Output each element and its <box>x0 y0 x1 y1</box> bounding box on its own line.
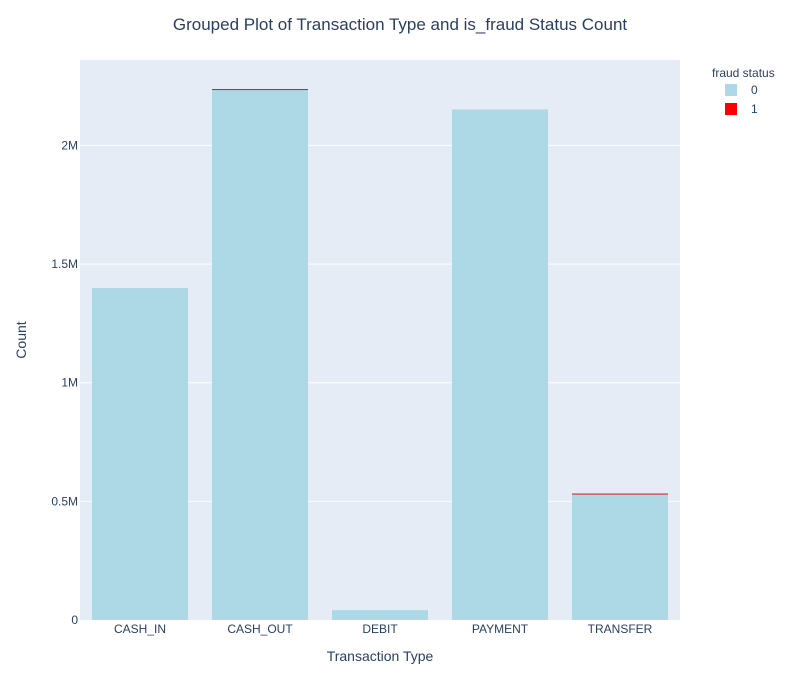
bar-debit-fraud-0[interactable] <box>332 610 428 620</box>
y-tick-label: 0.5M <box>51 494 78 508</box>
y-tick-label: 1.5M <box>51 257 78 271</box>
legend-label[interactable]: 1 <box>751 102 758 116</box>
bar-cash-in-fraud-0[interactable] <box>92 287 188 620</box>
y-tick-label: 1M <box>61 376 78 390</box>
bar-cash-out-fraud-0[interactable] <box>212 90 308 620</box>
x-axis-title: Transaction Type <box>327 648 434 664</box>
bar-payment-fraud-0[interactable] <box>452 109 548 620</box>
bar-cash-out-fraud-1[interactable] <box>212 89 308 91</box>
y-tick-label: 0 <box>71 613 78 627</box>
y-tick-label: 2M <box>61 138 78 152</box>
legend-label[interactable]: 0 <box>751 83 758 97</box>
legend[interactable]: fraud status 0 1 <box>712 66 775 116</box>
x-tick-label: CASH_OUT <box>227 622 293 636</box>
bars <box>92 89 668 620</box>
x-tick-label: PAYMENT <box>472 622 529 636</box>
x-axis-ticks: CASH_IN CASH_OUT DEBIT PAYMENT TRANSFER <box>114 622 653 636</box>
legend-swatch[interactable] <box>725 103 737 115</box>
x-tick-label: DEBIT <box>362 622 398 636</box>
x-tick-label: CASH_IN <box>114 622 166 636</box>
y-axis-title: Count <box>13 321 29 358</box>
chart-title: Grouped Plot of Transaction Type and is_… <box>173 15 628 34</box>
legend-swatch[interactable] <box>725 84 737 96</box>
bar-transfer-fraud-0[interactable] <box>572 494 668 620</box>
legend-title: fraud status <box>712 66 775 80</box>
x-tick-label: TRANSFER <box>588 622 653 636</box>
bar-transfer-fraud-1[interactable] <box>572 493 668 495</box>
y-axis-ticks: 0 0.5M 1M 1.5M 2M <box>51 138 78 627</box>
